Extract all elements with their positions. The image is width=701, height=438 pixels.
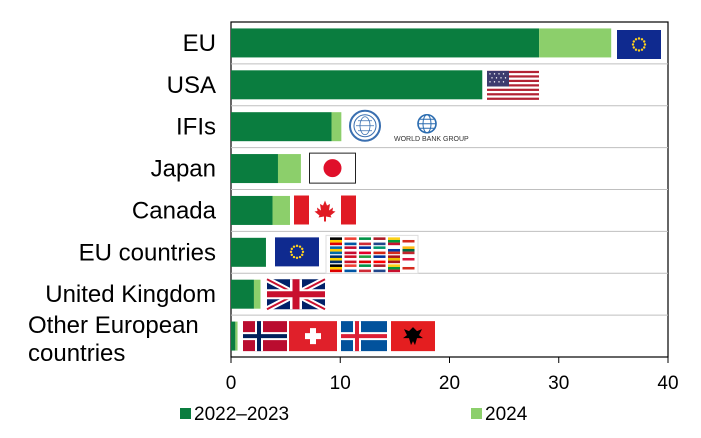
albania-flag-icon — [391, 321, 435, 352]
bar-series2-other-european-countries — [235, 321, 238, 351]
category-label: EU — [183, 30, 216, 57]
bar-series1-united-kingdom — [231, 279, 254, 309]
bar-series1-eu-countries — [231, 237, 266, 267]
category-label: Japan — [151, 156, 216, 183]
bar-series1-ifis — [231, 112, 332, 142]
bar-series2-eu — [539, 28, 612, 58]
japan-flag-icon — [309, 152, 356, 184]
bar-series1-canada — [231, 195, 273, 225]
x-tick-label: 10 — [330, 373, 351, 394]
category-labels: EU USA IFIs Japan Canada EU countries United K… — [28, 30, 217, 367]
category-label: United Kingdom — [45, 281, 216, 308]
category-label: Canada — [132, 197, 217, 224]
iceland-flag-icon — [341, 321, 387, 352]
bar-series2-ifis — [331, 112, 342, 142]
eu-flag-icon — [617, 30, 661, 59]
uk-flag-icon — [267, 279, 325, 309]
category-label-line2: countries — [28, 340, 125, 367]
x-tick-label: 20 — [439, 373, 460, 394]
legend-swatch — [471, 408, 482, 419]
bars — [231, 28, 612, 351]
legend: 2022–2023 2024 — [180, 404, 528, 425]
legend-label: 2024 — [485, 404, 528, 425]
norway-flag-icon — [243, 321, 287, 352]
bar-series1-eu — [231, 28, 540, 58]
category-label: EU countries — [79, 239, 216, 266]
imf-seal-icon — [349, 109, 381, 142]
legend-label: 2022–2023 — [194, 404, 289, 425]
bar-series1-japan — [231, 154, 278, 184]
bar-series2-united-kingdom — [253, 279, 261, 309]
canada-flag-icon — [294, 195, 356, 225]
category-icons: WORLD BANK GROUP — [243, 30, 661, 352]
eu-flag-icon — [275, 237, 319, 267]
bar-series1-other-european-countries — [231, 321, 236, 351]
legend-swatch — [180, 408, 191, 419]
x-axis: 0 10 20 30 40 — [226, 357, 679, 394]
category-separators — [231, 63, 668, 316]
world-bank-logo-icon — [417, 113, 437, 134]
world-bank-logo-text: WORLD BANK GROUP — [394, 136, 469, 143]
bar-series1-usa — [231, 70, 483, 100]
x-tick-label: 0 — [226, 373, 237, 394]
category-label: IFIs — [176, 114, 216, 141]
switzerland-flag-icon — [289, 321, 337, 352]
x-tick-label: 40 — [657, 373, 678, 394]
category-label: Other European — [28, 312, 199, 339]
x-tick-label: 30 — [548, 373, 569, 394]
us-flag-icon — [487, 70, 539, 100]
bar-series2-canada — [272, 195, 290, 225]
bar-series2-japan — [277, 154, 301, 184]
category-label: USA — [167, 72, 216, 99]
